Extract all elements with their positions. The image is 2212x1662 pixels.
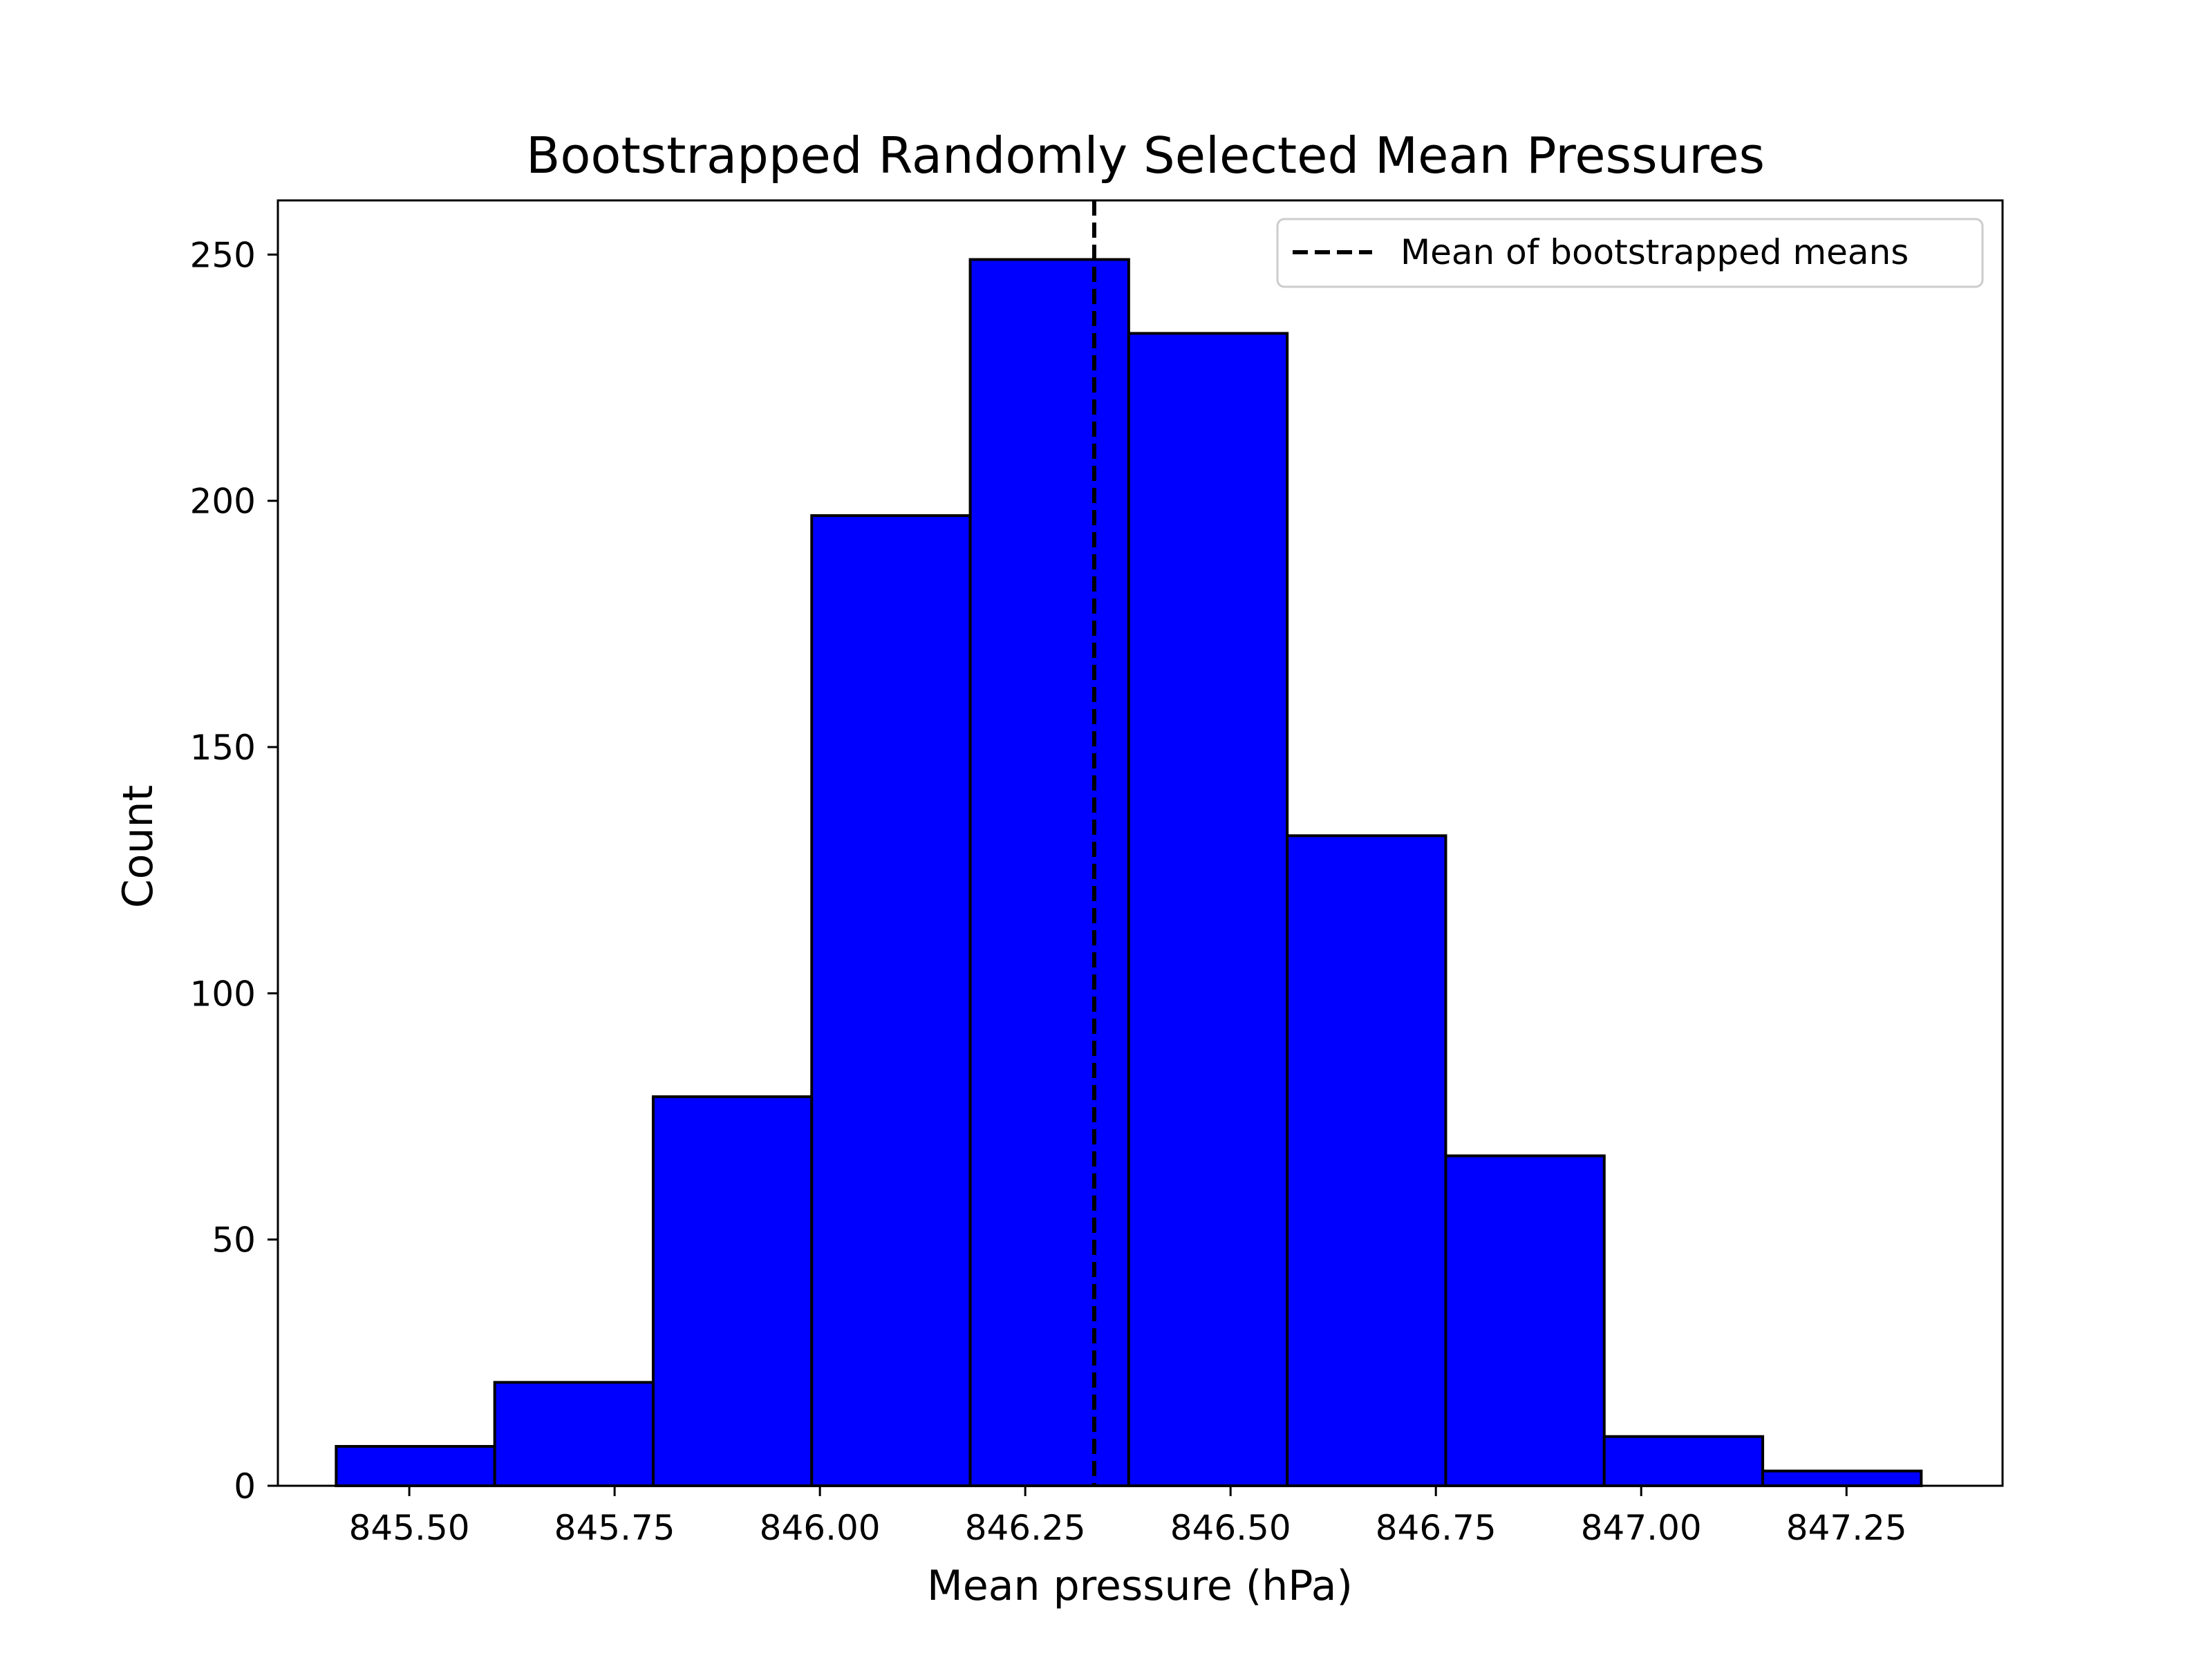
histogram-bar-4 (810, 514, 972, 1488)
y-tick-label: 250 (190, 235, 256, 275)
y-tick-label: 50 (212, 1220, 256, 1260)
x-tick-label: 845.75 (554, 1508, 675, 1548)
histogram-bar-5 (968, 258, 1130, 1488)
histogram-bar-6 (1127, 332, 1289, 1487)
histogram-bar-2 (493, 1381, 655, 1488)
histogram-bar-1 (335, 1444, 496, 1488)
x-tick-label: 845.50 (349, 1508, 470, 1548)
histogram-bar-10 (1761, 1469, 1923, 1487)
x-axis-label: Mean pressure (hPa) (927, 1562, 1353, 1610)
y-ticks: 0 50 100 150 200 250 (190, 235, 278, 1507)
legend: Mean of bootstrapped means (1276, 218, 1984, 288)
x-tick-label: 846.00 (760, 1508, 881, 1548)
y-axis-label: Count (114, 785, 162, 908)
histogram-bar-8 (1444, 1154, 1606, 1487)
y-tick-label: 0 (234, 1466, 256, 1507)
x-tick-label: 846.75 (1376, 1508, 1497, 1548)
x-ticks: 845.50 845.75 846.00 846.25 846.50 846.75 847.… (349, 1486, 1907, 1548)
histogram-bar-7 (1286, 834, 1447, 1487)
y-tick-label: 100 (190, 974, 256, 1014)
y-tick-label: 150 (190, 728, 256, 768)
legend-entry-label: Mean of bootstrapped means (1400, 232, 1909, 272)
x-tick-label: 847.00 (1581, 1508, 1702, 1548)
chart-title: Bootstrapped Randomly Selected Mean Pres… (526, 126, 1765, 185)
plot-frame (276, 199, 2004, 1487)
x-tick-label: 847.25 (1786, 1508, 1907, 1548)
legend-box (1276, 218, 1984, 288)
y-tick-label: 200 (190, 482, 256, 522)
bars-layer (335, 258, 1923, 1488)
x-tick-label: 846.50 (1170, 1508, 1291, 1548)
histogram-bar-9 (1602, 1435, 1765, 1487)
x-tick-label: 846.25 (965, 1508, 1086, 1548)
histogram-bar-3 (651, 1095, 814, 1487)
